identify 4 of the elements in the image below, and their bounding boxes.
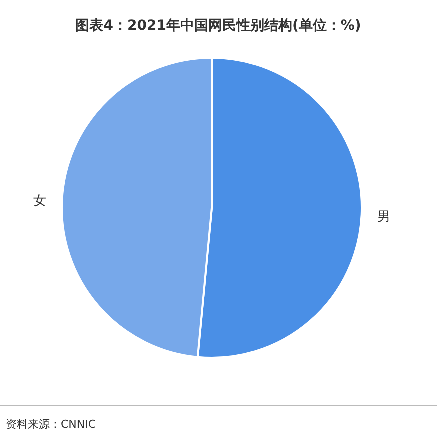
slice-label: 女	[34, 194, 47, 209]
slice-label: 男	[377, 210, 390, 226]
text: 资料来源：CNNIC	[6, 418, 96, 431]
chart-title: 图表4：2021年中国网民性别结构(单位：%)	[76, 18, 362, 34]
